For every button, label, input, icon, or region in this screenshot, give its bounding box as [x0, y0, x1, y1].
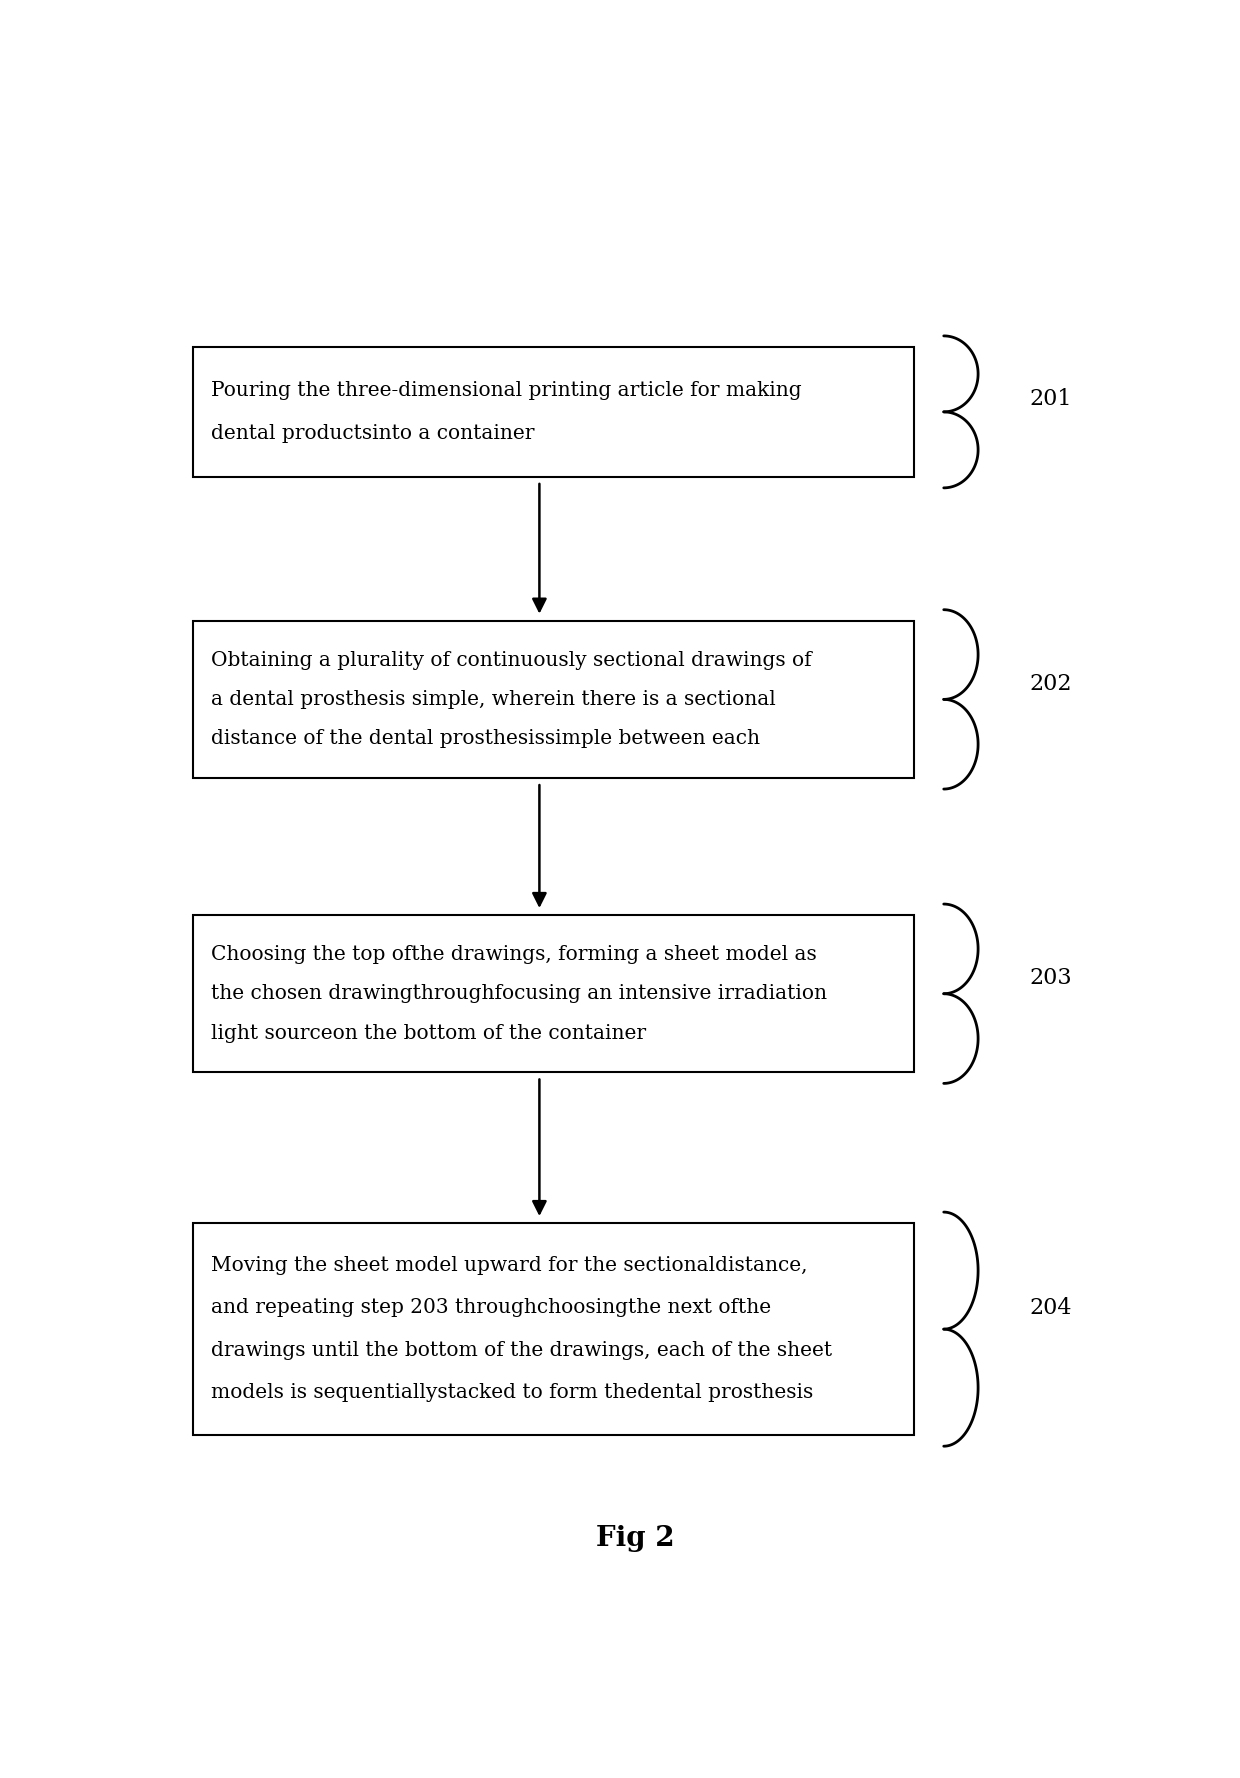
- Text: a dental prosthesis simple, wherein there is a sectional: a dental prosthesis simple, wherein ther…: [211, 690, 775, 709]
- Text: Fig 2: Fig 2: [596, 1526, 675, 1552]
- FancyBboxPatch shape: [193, 1223, 914, 1435]
- Text: 204: 204: [1029, 1296, 1073, 1319]
- Text: the chosen drawingthroughfocusing an intensive irradiation: the chosen drawingthroughfocusing an int…: [211, 985, 827, 1003]
- Text: 201: 201: [1029, 388, 1073, 411]
- Text: Obtaining a plurality of continuously sectional drawings of: Obtaining a plurality of continuously se…: [211, 651, 811, 670]
- Text: 203: 203: [1029, 967, 1073, 989]
- Text: models is sequentiallystacked to form thedental prosthesis: models is sequentiallystacked to form th…: [211, 1383, 813, 1403]
- FancyBboxPatch shape: [193, 347, 914, 477]
- Text: dental productsinto a container: dental productsinto a container: [211, 423, 534, 443]
- Text: distance of the dental prosthesissimple between each: distance of the dental prosthesissimple …: [211, 729, 760, 749]
- FancyBboxPatch shape: [193, 621, 914, 779]
- Text: light sourceon the bottom of the container: light sourceon the bottom of the contain…: [211, 1024, 646, 1042]
- Text: and repeating step 203 throughchoosingthe next ofthe: and repeating step 203 throughchoosingth…: [211, 1298, 771, 1317]
- Text: 202: 202: [1029, 672, 1073, 695]
- Text: drawings until the bottom of the drawings, each of the sheet: drawings until the bottom of the drawing…: [211, 1341, 832, 1360]
- FancyBboxPatch shape: [193, 916, 914, 1072]
- Text: Pouring the three-dimensional printing article for making: Pouring the three-dimensional printing a…: [211, 380, 801, 400]
- Text: Choosing the top ofthe drawings, forming a sheet model as: Choosing the top ofthe drawings, forming…: [211, 944, 816, 964]
- Text: Moving the sheet model upward for the sectionaldistance,: Moving the sheet model upward for the se…: [211, 1255, 807, 1275]
